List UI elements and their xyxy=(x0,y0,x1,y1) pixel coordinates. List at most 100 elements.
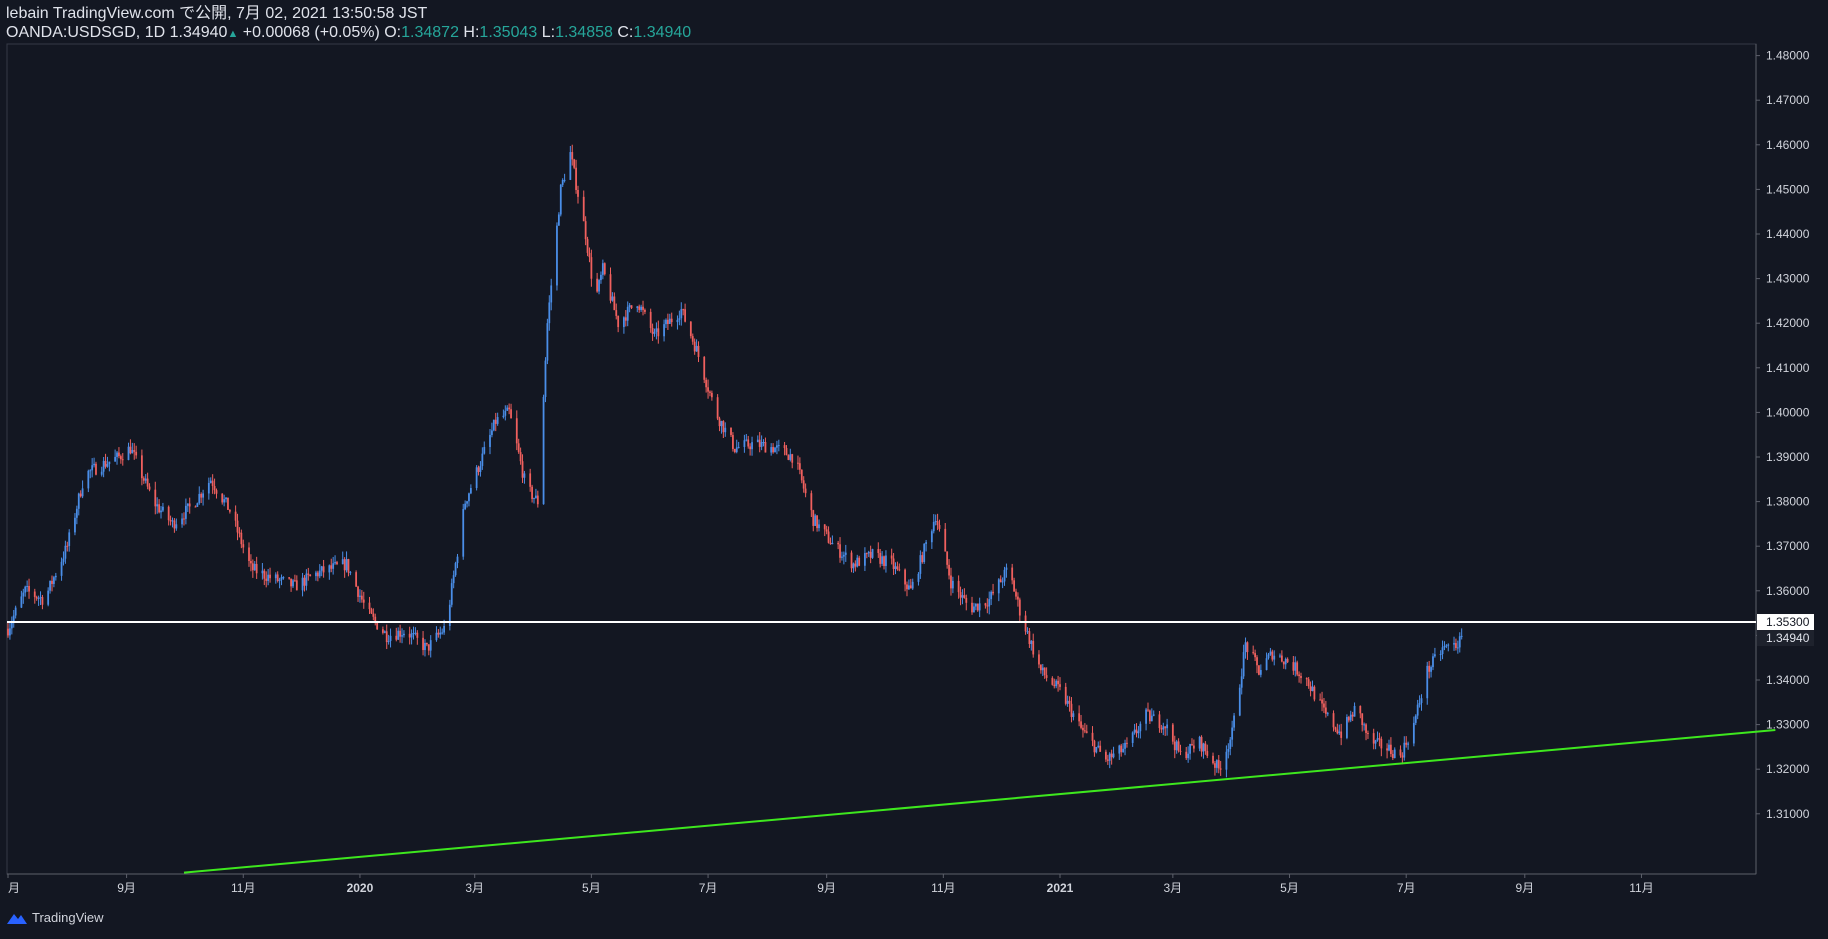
publish-info: lebain TradingView.com で公開, 7月 02, 2021 … xyxy=(6,5,428,22)
candle-body xyxy=(695,345,698,352)
candle-body xyxy=(508,407,511,410)
candle-body xyxy=(167,506,170,521)
candle-body xyxy=(1401,755,1404,758)
candle-body xyxy=(533,498,535,500)
candle-body xyxy=(1380,739,1383,749)
candle-body xyxy=(1359,705,1362,714)
up-arrow-icon: ▲ xyxy=(227,28,239,40)
time-tick-label: 月 xyxy=(8,881,20,895)
candle-body xyxy=(1013,580,1015,592)
candle-body xyxy=(1091,732,1094,741)
candle-body xyxy=(504,410,507,416)
candle-body xyxy=(49,580,51,591)
candle-body xyxy=(492,419,495,431)
candle-body xyxy=(1259,669,1262,675)
symbol-label[interactable]: OANDA:USDSGD, 1D xyxy=(6,24,166,41)
candle-body xyxy=(1118,745,1121,754)
candle-body xyxy=(879,552,882,564)
candle-body xyxy=(276,574,279,582)
candle-body xyxy=(385,631,388,643)
candle-body xyxy=(858,557,861,566)
tradingview-footer[interactable]: TradingView xyxy=(6,910,104,925)
candle-body xyxy=(332,563,335,569)
candle-body xyxy=(93,463,95,466)
candle-body xyxy=(770,447,773,453)
candle-body xyxy=(1030,640,1033,644)
candle-body xyxy=(556,225,558,286)
candle-body xyxy=(336,562,338,565)
resistance-price-label: 1.35300 xyxy=(1766,615,1810,629)
candle-body xyxy=(588,252,591,258)
candle-body xyxy=(175,524,178,529)
candle-body xyxy=(600,274,602,281)
candle-body xyxy=(1254,653,1256,658)
last-price-tag xyxy=(1757,630,1814,647)
candle-body xyxy=(1173,741,1176,751)
candle-body xyxy=(121,459,124,461)
plot-border xyxy=(6,43,1757,875)
candle-body xyxy=(288,577,291,579)
candle-body xyxy=(162,506,164,511)
candle-body xyxy=(1363,724,1366,726)
candle-body xyxy=(253,563,256,571)
candle-body xyxy=(1227,749,1230,752)
candle-body xyxy=(544,360,547,397)
price-axis[interactable]: 1.48000 1.47000 1.46000 1.45000 1.44000 1.430… xyxy=(1756,49,1814,821)
candle-body xyxy=(41,597,44,605)
candle-body xyxy=(87,470,90,489)
candle-body xyxy=(309,574,312,577)
candle-body xyxy=(77,493,80,509)
candle-body xyxy=(1455,643,1457,649)
candle-body xyxy=(827,531,830,543)
candle-body xyxy=(1001,581,1004,583)
candle-body xyxy=(519,452,522,462)
time-axis[interactable]: 月 9月 11月 2020 3月 5月 7月 9月 11月 2021 3月 5月 7月 9月 11月 xyxy=(7,874,1654,895)
candle-body xyxy=(1192,745,1195,749)
candle-body xyxy=(1418,703,1421,705)
candle-body xyxy=(1162,726,1165,730)
drawings-group[interactable] xyxy=(7,621,1776,874)
candle-body xyxy=(961,595,964,598)
candle-body xyxy=(89,470,92,472)
candle-body xyxy=(798,463,801,470)
candle-body xyxy=(1139,723,1142,732)
candle-body xyxy=(64,545,67,559)
candle-body xyxy=(1286,658,1289,663)
candle-body xyxy=(856,557,859,567)
candle-body xyxy=(1453,643,1455,645)
candle-body xyxy=(443,625,446,633)
candle-body xyxy=(776,445,778,448)
candle-body xyxy=(140,455,143,479)
candle-body xyxy=(611,296,614,301)
candle-body xyxy=(789,454,792,460)
candle-body xyxy=(772,447,774,453)
time-tick-label: 9月 xyxy=(817,881,836,895)
candle-body xyxy=(173,520,176,529)
time-tick-label: 7月 xyxy=(1397,881,1416,895)
candle-body xyxy=(598,280,600,292)
candle-body xyxy=(307,573,310,575)
candle-body xyxy=(1215,760,1218,768)
candle-body xyxy=(904,569,906,585)
candle-body xyxy=(1305,677,1308,680)
candles-group xyxy=(7,144,1463,778)
candle-body xyxy=(921,555,924,563)
candle-body xyxy=(91,465,94,471)
candle-body xyxy=(14,607,17,616)
candle-body xyxy=(837,542,840,545)
candle-body xyxy=(867,551,870,554)
candle-body xyxy=(657,328,660,337)
candle-body xyxy=(531,486,533,499)
candle-body xyxy=(422,637,424,651)
candle-body xyxy=(416,632,419,638)
candle-body xyxy=(785,448,788,456)
candle-body xyxy=(1055,680,1058,687)
candle-body xyxy=(360,595,363,600)
candle-body xyxy=(1258,665,1260,675)
candle-body xyxy=(517,443,520,453)
candle-body xyxy=(502,415,505,418)
candle-body xyxy=(1017,596,1019,600)
candle-body xyxy=(1110,753,1113,758)
candle-body xyxy=(1324,707,1327,714)
